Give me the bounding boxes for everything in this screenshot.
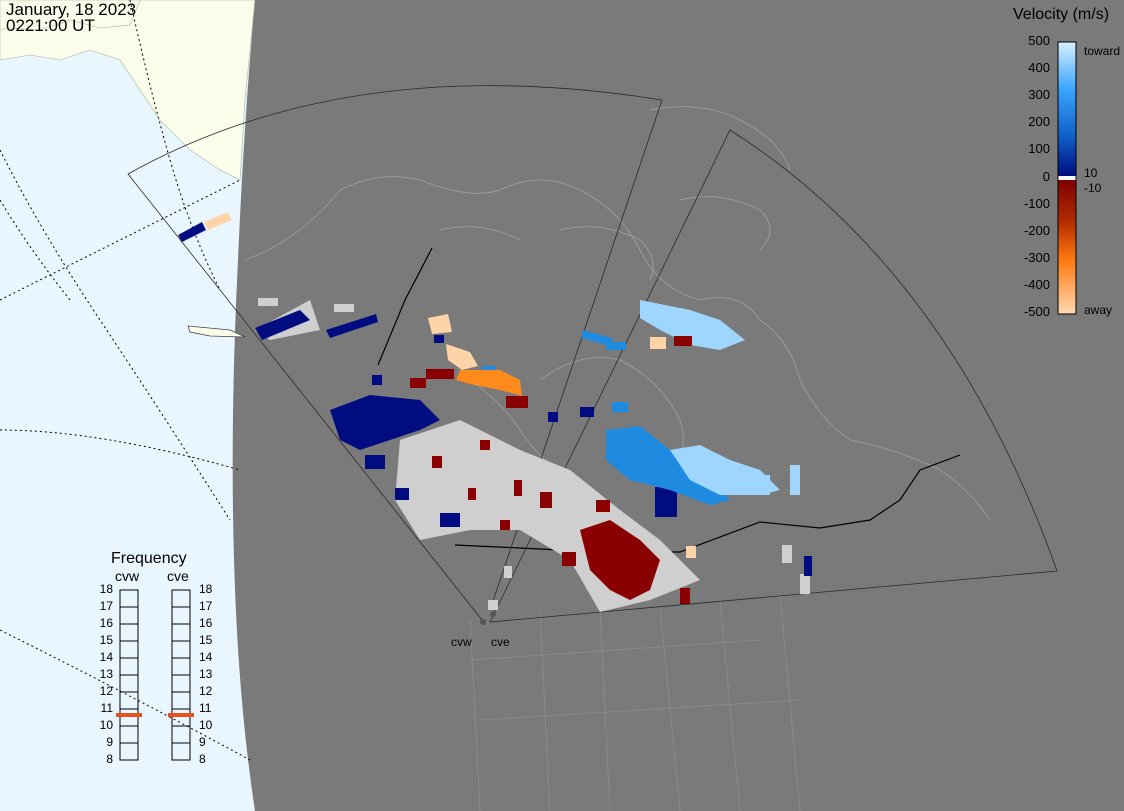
- site-marker-cve: [490, 611, 496, 617]
- freq-scale-label: 13: [199, 667, 213, 681]
- velocity-colorbar: [1057, 41, 1077, 315]
- colorbar-tick: -300: [1023, 249, 1050, 265]
- near-zero-pos-label: 10: [1084, 166, 1098, 180]
- velocity-peach: [204, 212, 696, 558]
- time-label: 0221:00 UT: [6, 16, 95, 35]
- velocity-darkred: [410, 336, 692, 604]
- legend-title: Velocity (m/s): [1013, 6, 1110, 23]
- freq-indicator-cvw: [116, 713, 142, 717]
- freq-scale-label: 14: [199, 650, 213, 664]
- colorbar-tick: 100: [1028, 141, 1050, 157]
- colorbar-tick: 0: [1042, 168, 1050, 184]
- night-coastlines: [244, 106, 991, 521]
- fov-cve: [489, 129, 1058, 623]
- velocity-lightblue: [640, 300, 800, 495]
- toward-label: toward: [1084, 44, 1121, 58]
- freq-col-name-cve: cve: [167, 568, 189, 584]
- freq-scale-label: 10: [199, 718, 213, 732]
- away-label: away: [1084, 303, 1113, 317]
- colorbar-tick: -100: [1023, 195, 1050, 211]
- graticule: [0, 0, 251, 761]
- freq-scale-label: 12: [99, 684, 113, 698]
- freq-scale-label: 18: [99, 582, 113, 596]
- freq-col-name-cvw: cvw: [115, 568, 140, 584]
- velocity-navy: [178, 222, 812, 576]
- fov-cvw: [127, 85, 663, 621]
- freq-scale-label: 8: [106, 752, 113, 766]
- site-label-cvw: cvw: [451, 635, 472, 649]
- freq-scale-label: 12: [199, 684, 213, 698]
- site-label-cve: cve: [491, 635, 510, 649]
- freq-scale-label: 9: [199, 735, 206, 749]
- freq-indicator-cve: [168, 713, 194, 717]
- freq-scale-label: 11: [199, 701, 212, 715]
- colorbar-tick: -400: [1023, 276, 1050, 292]
- near-zero-neg-label: -10: [1084, 181, 1102, 195]
- freq-scale-label: 9: [106, 735, 113, 749]
- site-marker-cvw: [480, 619, 486, 625]
- night-region: [232, 0, 1124, 811]
- freq-scale-label: 16: [199, 616, 213, 630]
- date-label: January, 18 2023: [6, 0, 137, 19]
- freq-scale-label: 14: [99, 650, 113, 664]
- state-borders: [469, 594, 801, 811]
- colorbar-tick: 300: [1028, 87, 1050, 103]
- freq-scale-label: 17: [99, 599, 113, 613]
- day-land-alaska: [0, 0, 256, 181]
- freq-scale-label: 15: [199, 633, 213, 647]
- freq-scale-label: 11: [100, 701, 113, 715]
- colorbar-tick: 200: [1028, 114, 1050, 130]
- velocity-orange: [456, 370, 522, 396]
- freq-scale-label: 16: [99, 616, 113, 630]
- radar-fov: [127, 85, 1058, 623]
- colorbar-tick: 400: [1028, 60, 1050, 76]
- frequency-panel: [116, 589, 194, 761]
- freq-scale-label: 13: [99, 667, 113, 681]
- freq-scale-label: 18: [199, 582, 213, 596]
- frequency-title: Frequency: [111, 550, 187, 567]
- aleutian-island: [187, 325, 246, 338]
- freq-scale-label: 10: [99, 718, 113, 732]
- colorbar-tick: 500: [1028, 33, 1050, 48]
- colorbar-tick: -500: [1023, 304, 1050, 319]
- colorbar-tick: -200: [1023, 222, 1050, 238]
- freq-scale-label: 15: [99, 633, 113, 647]
- day-land-siberia: [0, 0, 141, 31]
- freq-scale-label: 8: [199, 752, 206, 766]
- freq-scale-label: 17: [199, 599, 213, 613]
